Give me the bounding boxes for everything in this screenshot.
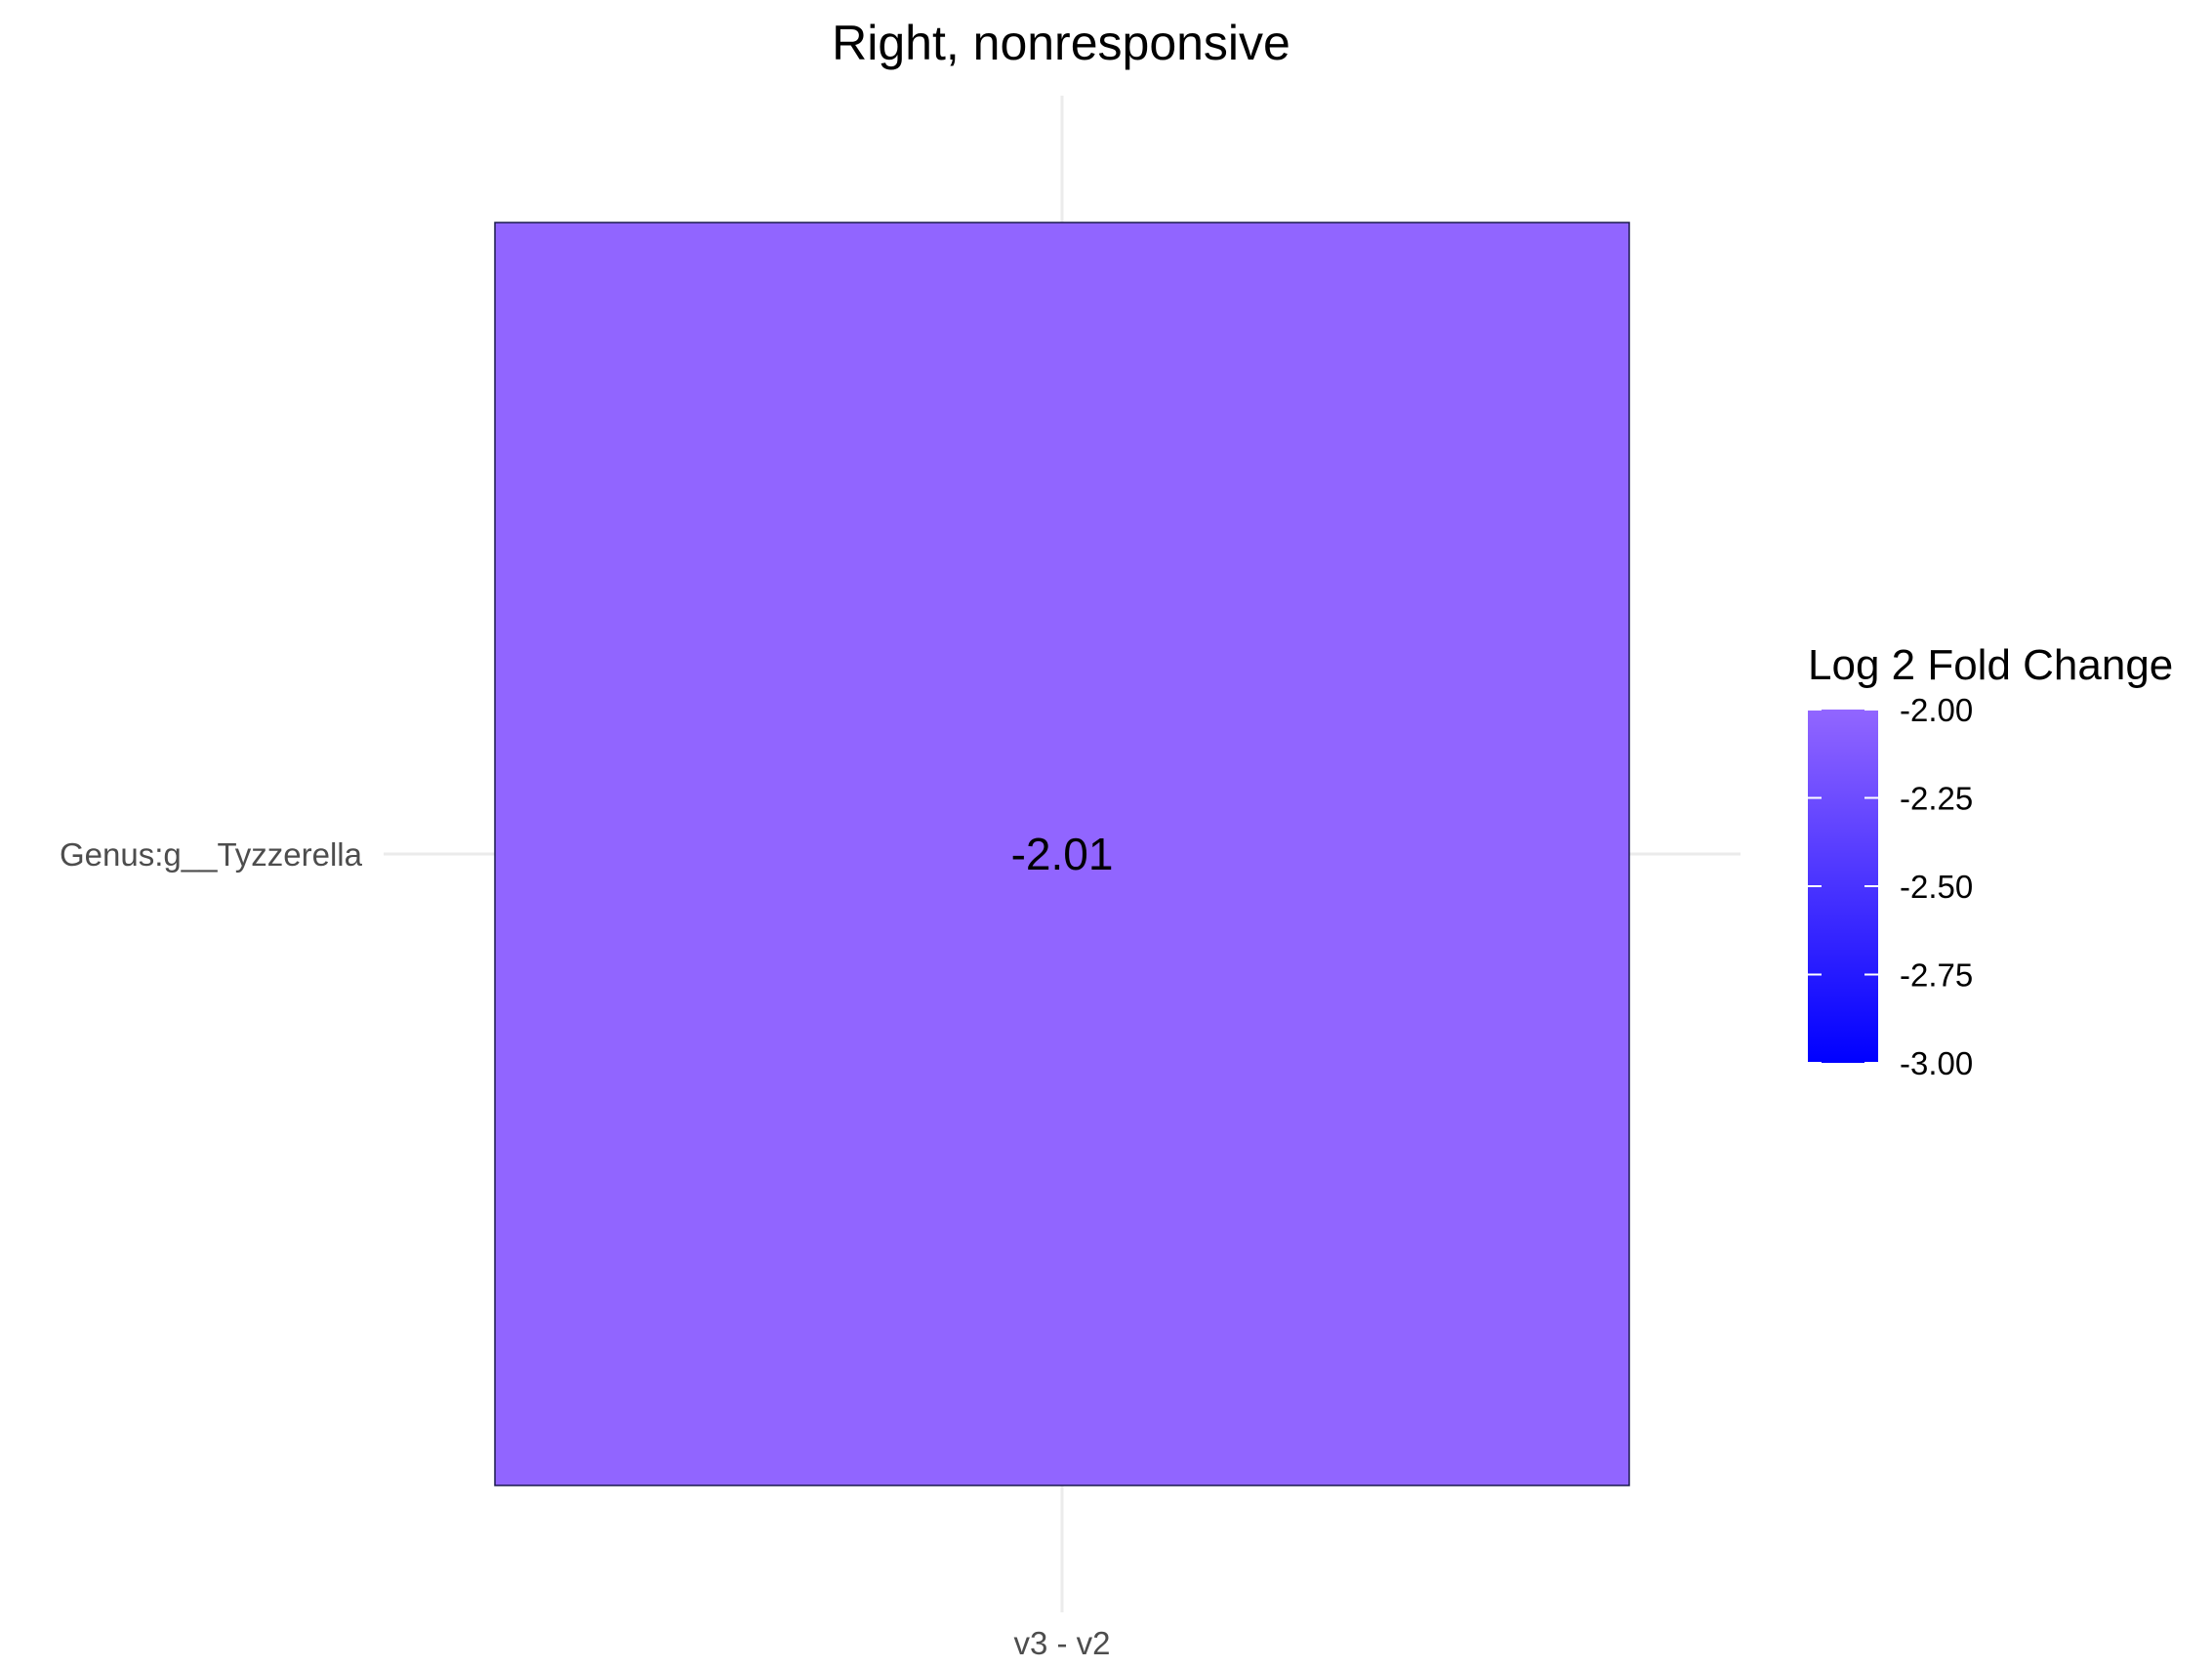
heatmap-cells: -2.01 [494, 222, 1630, 1486]
cell-value-label: -2.01 [1011, 829, 1114, 879]
legend-tick-label: -2.25 [1900, 781, 1973, 817]
y-tick-label: Genus:g__Tyzzerella [60, 836, 363, 873]
legend-title: Log 2 Fold Change [1808, 641, 2173, 689]
legend-tick-label: -3.00 [1900, 1045, 1973, 1081]
axis-labels: v3 - v2 Genus:g__Tyzzerella [60, 836, 1111, 1661]
x-tick-label: v3 - v2 [1013, 1625, 1110, 1661]
legend-ticks: -2.00 -2.25 -2.50 -2.75 -3.00 [1808, 692, 1973, 1081]
legend-tick-label: -2.00 [1900, 692, 1973, 728]
heatmap-cell [494, 222, 1630, 1486]
color-legend: Log 2 Fold Change -2.00 -2.25 -2.50 -2.75 -3… [1808, 641, 2173, 1081]
legend-tick-label: -2.75 [1900, 957, 1973, 994]
chart-title: Right, nonresponsive [832, 16, 1290, 70]
legend-tick-label: -2.50 [1900, 869, 1973, 905]
